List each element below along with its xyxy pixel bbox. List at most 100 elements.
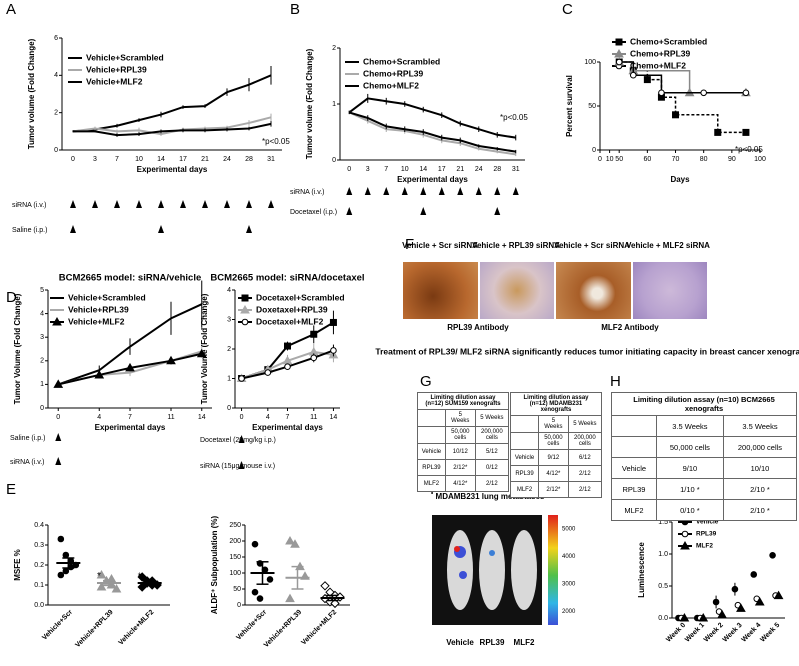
marker bbox=[62, 567, 70, 575]
ihc-image bbox=[479, 262, 554, 319]
y-tick-label: 250 bbox=[229, 522, 241, 529]
table-cell: Vehicle bbox=[611, 457, 657, 479]
marker bbox=[264, 369, 272, 376]
x-axis-label: Experimental days bbox=[252, 423, 323, 432]
table-cell bbox=[611, 415, 657, 437]
x-axis-label: Experimental days bbox=[137, 165, 208, 174]
y-tick-label: 50 bbox=[588, 103, 596, 110]
legend-label: Chemo+RPL39 bbox=[630, 48, 690, 58]
dose-arrow bbox=[475, 187, 482, 195]
ihc-image bbox=[556, 262, 631, 319]
table-cell: MLF2 bbox=[611, 499, 657, 521]
table-cell: 0/12 bbox=[474, 459, 510, 476]
x-tick-label: 14 bbox=[419, 166, 427, 173]
image-label: Vehicle + Scr siRNA bbox=[402, 241, 478, 250]
table-cell: RPL39 bbox=[611, 478, 657, 500]
legend-marker bbox=[241, 294, 249, 302]
legend-label: Docetaxel+Scrambled bbox=[256, 292, 345, 302]
x-tick-label: 14 bbox=[198, 414, 206, 421]
legend-label: Doxetaxel+RPL39 bbox=[256, 304, 328, 314]
panel-letter: D bbox=[6, 289, 17, 306]
marker bbox=[285, 535, 295, 545]
x-tick-label: 60 bbox=[643, 156, 651, 163]
x-tick-label: 31 bbox=[267, 156, 275, 163]
y-tick-label: 0.1 bbox=[34, 582, 44, 589]
dose-arrow bbox=[457, 187, 464, 195]
legend-marker bbox=[680, 540, 690, 550]
marker bbox=[57, 571, 65, 579]
legend-label: Chemo+MLF2 bbox=[630, 60, 686, 70]
panel-letter: B bbox=[290, 1, 300, 18]
x-tick-label: Vehicle+RPL39 bbox=[263, 609, 303, 649]
marker bbox=[750, 571, 758, 578]
marker bbox=[712, 598, 720, 606]
x-tick-label: 21 bbox=[201, 156, 209, 163]
marker bbox=[285, 593, 295, 603]
y-tick-label: 0 bbox=[592, 147, 596, 154]
scale-tick-label: 4000 bbox=[562, 554, 576, 560]
x-tick-label: 10 bbox=[606, 156, 614, 163]
table-cell bbox=[417, 409, 446, 427]
series-line bbox=[72, 74, 272, 133]
marker bbox=[330, 598, 340, 609]
table-cell bbox=[611, 436, 657, 458]
dose-arrow bbox=[494, 207, 501, 215]
panel-letter: G bbox=[420, 373, 432, 390]
dose-arrow bbox=[268, 200, 274, 208]
marker bbox=[320, 581, 330, 591]
legend-label: Vehicle+MLF2 bbox=[68, 316, 125, 326]
marker bbox=[137, 572, 147, 582]
table-cell: 5 Weeks bbox=[474, 409, 510, 427]
table-cell: 50,000 cells bbox=[538, 432, 569, 450]
series-line bbox=[73, 122, 272, 137]
y-tick-label: 3 bbox=[40, 334, 44, 341]
table-cell: 2/12 bbox=[567, 481, 603, 498]
x-tick-label: 7 bbox=[286, 414, 290, 421]
marker bbox=[256, 595, 264, 602]
image-label: Vehicle + MLF2 siRNA bbox=[626, 241, 710, 250]
caption-text: Treatment of RPL39/ MLF2 siRNA significa… bbox=[375, 346, 799, 356]
table-cell bbox=[509, 432, 540, 450]
y-tick-label: 0.0 bbox=[658, 615, 668, 622]
dose-arrow bbox=[158, 200, 164, 208]
table-cell: 9/12 bbox=[538, 449, 569, 466]
y-tick-label: 0.3 bbox=[34, 542, 44, 549]
legend-label: RPL39 bbox=[696, 531, 717, 538]
y-tick-label: 2 bbox=[332, 45, 336, 52]
scale-tick-label: 2000 bbox=[562, 609, 576, 615]
y-tick-label: 3 bbox=[227, 316, 231, 323]
x-tick-label: 3 bbox=[366, 166, 370, 173]
dose-arrow bbox=[494, 187, 501, 195]
table: Limiting dilution assay (n=10) BCM2665 x… bbox=[611, 392, 798, 521]
legend-marker bbox=[614, 48, 624, 58]
schedule-label: Saline (i.p.) bbox=[12, 227, 47, 234]
y-tick-label: 0.5 bbox=[658, 583, 668, 590]
series-line bbox=[348, 111, 516, 153]
marker bbox=[310, 330, 318, 338]
image-label: Vehicle + Scr siRNA bbox=[554, 241, 630, 250]
x-tick-label: 10 bbox=[401, 166, 409, 173]
y-axis-label: Tumor volume (Fold Change) bbox=[27, 38, 36, 149]
y-axis-label: Tumor Volume (Fold Change) bbox=[13, 293, 22, 404]
image-label: Vehicle + RPL39 siRNA bbox=[472, 241, 560, 250]
dose-arrow bbox=[346, 207, 353, 215]
panel-letter: E bbox=[6, 481, 16, 498]
table-cell: 200,000 cells bbox=[474, 426, 510, 444]
schedule-label: Saline (i.p.) bbox=[10, 435, 45, 442]
dose-arrow bbox=[70, 200, 76, 208]
dose-arrow bbox=[224, 200, 230, 208]
table-cell: 2/10 * bbox=[722, 478, 798, 500]
table-cell: 50,000 cells bbox=[655, 436, 724, 458]
y-axis-label: Luminescence bbox=[637, 542, 646, 598]
antibody-label: MLF2 Antibody bbox=[601, 323, 659, 332]
schedule-label: siRNA (i.v.) bbox=[290, 189, 324, 196]
x-tick-label: 28 bbox=[245, 156, 253, 163]
x-tick-label: 0 bbox=[598, 156, 602, 163]
x-tick-label: 7 bbox=[115, 156, 119, 163]
table-cell: 2/12 bbox=[474, 475, 510, 492]
x-tick-label: 70 bbox=[672, 156, 680, 163]
legend-label: Chemo+RPL39 bbox=[363, 68, 423, 78]
schedule-label: siRNA (i.v.) bbox=[10, 459, 44, 466]
legend-label: Chemo+MLF2 bbox=[363, 80, 419, 90]
